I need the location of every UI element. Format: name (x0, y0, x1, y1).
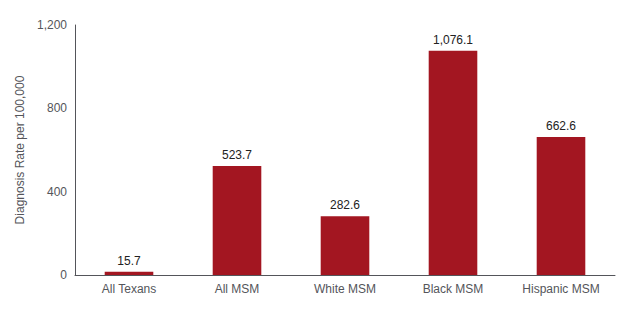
svg-text:15.7: 15.7 (117, 254, 141, 268)
svg-text:Hispanic MSM: Hispanic MSM (522, 282, 599, 296)
svg-text:All MSM: All MSM (215, 282, 260, 296)
svg-text:0: 0 (60, 268, 67, 282)
svg-text:662.6: 662.6 (546, 119, 576, 133)
svg-text:800: 800 (47, 101, 67, 115)
svg-text:282.6: 282.6 (330, 198, 360, 212)
svg-text:523.7: 523.7 (222, 148, 252, 162)
svg-text:Diagnosis Rate per 100,000: Diagnosis Rate per 100,000 (13, 75, 27, 224)
svg-text:Black MSM: Black MSM (423, 282, 484, 296)
svg-text:400: 400 (47, 185, 67, 199)
svg-text:1,200: 1,200 (37, 18, 67, 32)
svg-text:1,076.1: 1,076.1 (433, 33, 473, 47)
svg-text:White MSM: White MSM (314, 282, 376, 296)
svg-text:All Texans: All Texans (102, 282, 156, 296)
